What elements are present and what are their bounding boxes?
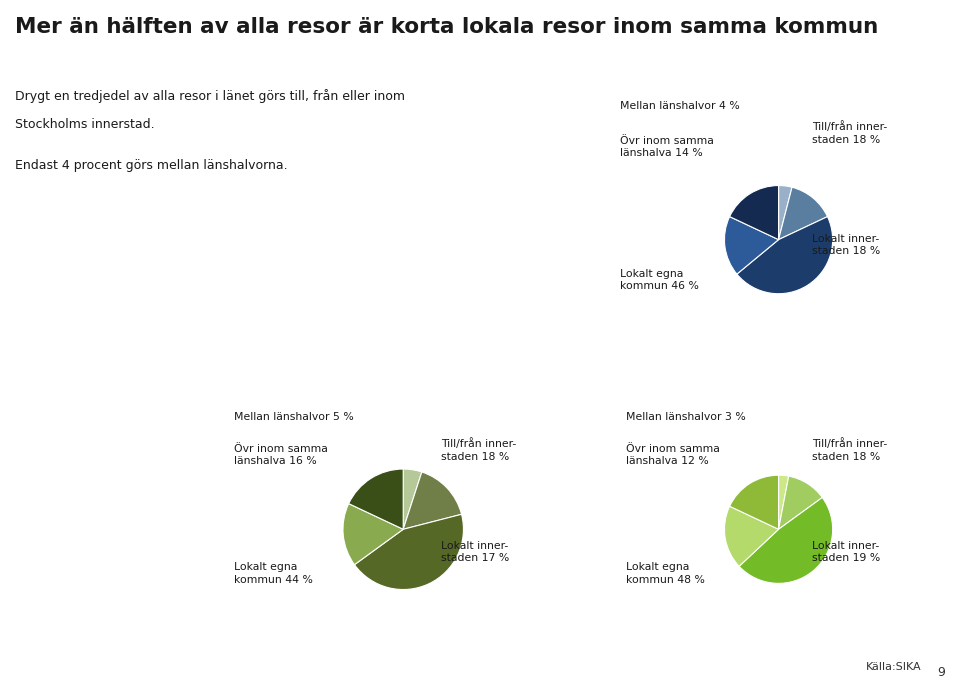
Wedge shape: [779, 187, 828, 239]
Text: Lokalt egna
kommun 48 %: Lokalt egna kommun 48 %: [627, 563, 706, 584]
Text: 9: 9: [938, 666, 946, 679]
Text: Resrelationer – kvinnor: Resrelationer – kvinnor: [618, 388, 800, 402]
Wedge shape: [779, 475, 789, 530]
Text: Mellan länshalvor 4 %: Mellan länshalvor 4 %: [620, 101, 739, 110]
Text: Till/från inner-
staden 18 %: Till/från inner- staden 18 %: [812, 121, 888, 145]
Wedge shape: [403, 472, 462, 530]
Wedge shape: [403, 469, 421, 530]
Text: Mellan länshalvor 3 %: Mellan länshalvor 3 %: [627, 412, 746, 422]
Text: Övr inom samma
länshalva 16 %: Övr inom samma länshalva 16 %: [234, 444, 327, 466]
Text: Lokalt inner-
staden 18 %: Lokalt inner- staden 18 %: [812, 233, 880, 256]
Text: Lokalt egna
kommun 44 %: Lokalt egna kommun 44 %: [234, 563, 313, 584]
Text: Lokalt inner-
staden 17 %: Lokalt inner- staden 17 %: [441, 541, 509, 563]
Text: Till/från inner-
staden 18 %: Till/från inner- staden 18 %: [812, 438, 888, 462]
Text: Övr inom samma
länshalva 12 %: Övr inom samma länshalva 12 %: [627, 444, 720, 466]
Wedge shape: [354, 514, 464, 589]
Text: Mer än hälften av alla resor är korta lokala resor inom samma kommun: Mer än hälften av alla resor är korta lo…: [15, 17, 878, 37]
Wedge shape: [730, 475, 779, 530]
Text: Lokalt inner-
staden 19 %: Lokalt inner- staden 19 %: [812, 541, 880, 563]
Text: Lokalt egna
kommun 46 %: Lokalt egna kommun 46 %: [620, 268, 699, 291]
Wedge shape: [739, 497, 832, 583]
Text: Drygt en tredjedel av alla resor i länet görs till, från eller inom: Drygt en tredjedel av alla resor i länet…: [15, 89, 405, 103]
Text: Resrelationer – alla: Resrelationer – alla: [618, 58, 769, 72]
Text: Källa:SIKA: Källa:SIKA: [866, 662, 922, 672]
Text: Övr inom samma
länshalva 14 %: Övr inom samma länshalva 14 %: [620, 136, 713, 158]
Text: Till/från inner-
staden 18 %: Till/från inner- staden 18 %: [441, 438, 516, 462]
Wedge shape: [348, 469, 403, 530]
Wedge shape: [730, 185, 779, 239]
Wedge shape: [779, 476, 823, 530]
Wedge shape: [737, 217, 832, 294]
Text: Endast 4 procent görs mellan länshalvorna.: Endast 4 procent görs mellan länshalvorn…: [15, 159, 288, 172]
Text: Resrelationer – män: Resrelationer – män: [225, 388, 381, 402]
Wedge shape: [725, 217, 779, 274]
Wedge shape: [343, 504, 403, 565]
Wedge shape: [725, 506, 779, 567]
Text: Stockholms innerstad.: Stockholms innerstad.: [15, 118, 155, 131]
Text: Mellan länshalvor 5 %: Mellan länshalvor 5 %: [234, 412, 353, 422]
Wedge shape: [779, 185, 792, 239]
